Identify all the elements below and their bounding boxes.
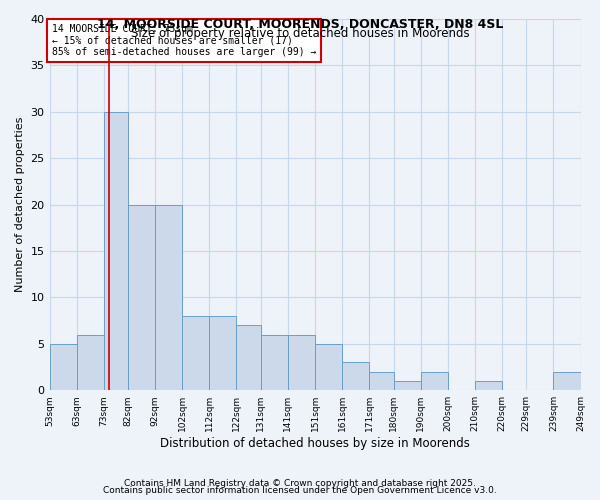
Bar [182,316,209,390]
Bar [342,362,369,390]
Bar [77,334,104,390]
Y-axis label: Number of detached properties: Number of detached properties [15,117,25,292]
Bar [288,334,315,390]
Bar [369,372,394,390]
Text: Contains public sector information licensed under the Open Government Licence v3: Contains public sector information licen… [103,486,497,495]
Text: Contains HM Land Registry data © Crown copyright and database right 2025.: Contains HM Land Registry data © Crown c… [124,478,476,488]
Bar [104,112,128,390]
Text: 14 MOORSIDE COURT: 75sqm
← 15% of detached houses are smaller (17)
85% of semi-d: 14 MOORSIDE COURT: 75sqm ← 15% of detach… [52,24,317,57]
Bar [421,372,448,390]
Bar [315,344,342,390]
Bar [155,204,182,390]
Bar [475,381,502,390]
Bar [236,325,261,390]
Bar [50,344,77,390]
X-axis label: Distribution of detached houses by size in Moorends: Distribution of detached houses by size … [160,437,470,450]
Bar [553,372,581,390]
Bar [394,381,421,390]
Bar [209,316,236,390]
Text: Size of property relative to detached houses in Moorends: Size of property relative to detached ho… [131,28,469,40]
Text: 14, MOORSIDE COURT, MOORENDS, DONCASTER, DN8 4SL: 14, MOORSIDE COURT, MOORENDS, DONCASTER,… [97,18,503,30]
Bar [261,334,288,390]
Bar [128,204,155,390]
